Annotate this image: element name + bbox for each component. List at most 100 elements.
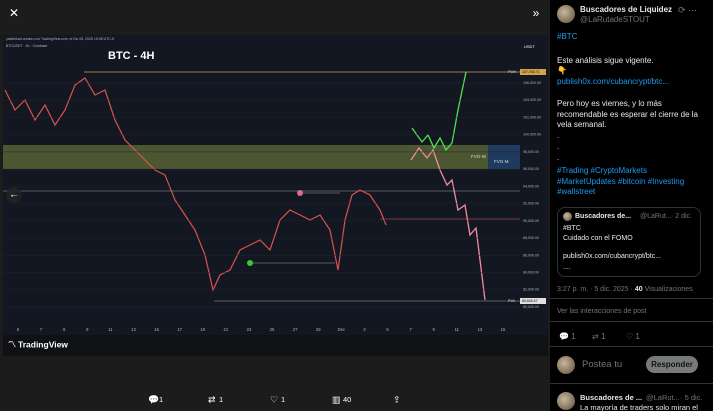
text: .... (563, 264, 571, 271)
currency: USDT (524, 44, 535, 49)
price-tick-label: 82,000.00 (523, 288, 539, 292)
divider (550, 383, 713, 384)
menu[interactable]: ⟳ ⋯ (678, 5, 698, 15)
time-label: 8 (63, 327, 66, 332)
action-icon[interactable]: ▥ (332, 394, 341, 404)
share-icon[interactable]: ⇪ (393, 394, 401, 404)
hashtags[interactable]: #Trading #CryptoMarkets #MarketUpdates #… (557, 166, 685, 196)
action-icon[interactable]: ♡ (270, 394, 278, 404)
level-tag (520, 69, 546, 75)
interactions-link[interactable]: Ver las interacciones de post (557, 308, 647, 315)
bear-projection (410, 146, 486, 301)
time: · 2 dic. (671, 213, 693, 220)
time-label: 6 (17, 327, 20, 332)
prev-button[interactable] (6, 187, 22, 203)
time: · 5 dic. (680, 393, 703, 402)
level-name: PWH (508, 70, 517, 74)
divider (550, 346, 713, 347)
time-label: 15 (501, 327, 506, 332)
prev-icon[interactable]: ← (9, 190, 19, 201)
bull-projection (411, 71, 467, 152)
price-tick-label: 106,000.00 (523, 81, 541, 85)
views-label: Visualizaciones (644, 286, 693, 293)
time-label: 7 (40, 327, 43, 332)
author: Buscadores de... (575, 213, 632, 220)
divider (550, 321, 713, 322)
text: . (557, 142, 560, 151)
time-label: 11 (455, 327, 460, 332)
reply-input[interactable]: Postea tu (582, 359, 623, 370)
link[interactable]: publish0x.com/cubancrypt/btc... (557, 77, 670, 86)
handle[interactable]: @LaRut... (646, 393, 680, 402)
price-tick-label: 104,000.00 (523, 98, 541, 102)
action-bar: 💬 1 ⇄ 1 ♡ 1 ▥ 40 ⇪ (148, 393, 401, 404)
repost-button[interactable]: ⇄ 1 (592, 332, 606, 341)
time-label: 25 (270, 327, 275, 332)
fvg-zone (3, 145, 488, 169)
price-tick-label: 92,000.00 (523, 202, 539, 206)
zone-label: FVG-M (494, 159, 509, 164)
quote-card[interactable]: Buscadores de... @LaRut... · 2 dic. #BTC… (557, 207, 701, 277)
reply-count: 1 (571, 332, 576, 341)
action-icon[interactable]: ⇄ (208, 394, 216, 404)
caption: yaiekbkad creado con TradingView.com, el… (6, 37, 114, 41)
handle[interactable]: @LaRutadeSTOUT (580, 15, 650, 24)
action-icon[interactable]: 💬 (148, 393, 159, 404)
reply-text: La mayoría de traders solo miran el (580, 403, 698, 411)
close-button[interactable]: ✕ (9, 6, 19, 20)
time-label: Dec (338, 327, 345, 332)
action-count: 1 (159, 395, 163, 404)
text: Este análisis sigue vigente. (557, 56, 654, 65)
repost-count: 1 (600, 332, 606, 341)
time-label: 3 (363, 327, 366, 332)
reply-button[interactable]: 💬 1 (559, 332, 576, 341)
author[interactable]: Buscadores de ... (580, 393, 643, 402)
marker (297, 190, 303, 196)
price-line (4, 77, 387, 292)
level-price: 80,626.47 (522, 299, 538, 303)
time-label: 19 (200, 327, 205, 332)
time-label: 9 (86, 327, 89, 332)
chart-image (3, 35, 548, 356)
emoji: 👇 (557, 66, 567, 75)
tv-footer (3, 335, 548, 356)
tv-logo: 〽 (8, 340, 16, 349)
action-count: 40 (343, 395, 351, 404)
author[interactable]: Buscadores de Liquidez (580, 5, 673, 14)
zone-label: FVG-W (471, 154, 487, 159)
text: publish0x.com/cubancrypt/btc... (563, 253, 662, 260)
brand: TradingView (18, 339, 68, 349)
handle: @LaRut... (640, 213, 672, 220)
collapse-button[interactable]: » (533, 6, 540, 20)
time: 3:27 p. m. · 5 dic. 2025 · (557, 286, 635, 293)
avatar (563, 212, 572, 221)
avatar (557, 392, 575, 410)
like-button[interactable]: ♡ 1 (626, 332, 640, 341)
price-tick-label: 100,000.00 (523, 133, 541, 137)
time-label: 29 (316, 327, 321, 332)
symbol: BTCUSDT · 4h · Coinbase (6, 44, 47, 48)
time-label: 13 (131, 327, 136, 332)
price-tick-label: 98,000.00 (523, 150, 539, 154)
time-label: 5 (386, 327, 389, 332)
time-label: 15 (154, 327, 159, 332)
chart-title: BTC - 4H (108, 50, 155, 62)
level-tag (520, 298, 546, 304)
text: Pero hoy es viernes, y lo más recomendab… (557, 99, 698, 129)
time-label: 27 (293, 327, 298, 332)
timestamp: 3:27 p. m. · 5 dic. 2025 · 40 Visualizac… (557, 285, 693, 296)
time-label: 23 (247, 327, 252, 332)
level-price: 107,763.71 (522, 70, 540, 74)
price-tick-label: 84,000.00 (523, 270, 539, 274)
time-label: 9 (433, 327, 436, 332)
reply-submit[interactable]: Responder (646, 356, 698, 373)
hashtag[interactable]: #BTC (557, 32, 578, 41)
avatar[interactable] (557, 5, 575, 23)
level-name: PWL (508, 299, 516, 303)
time-label: 13 (478, 327, 483, 332)
action-count: 1 (219, 395, 223, 404)
price-tick-label: 96,000.00 (523, 167, 539, 171)
price-tick-label: 88,000.00 (523, 236, 539, 240)
post-panel: Buscadores de Liquidez @LaRutadeSTOUT ⟳ … (550, 0, 713, 411)
